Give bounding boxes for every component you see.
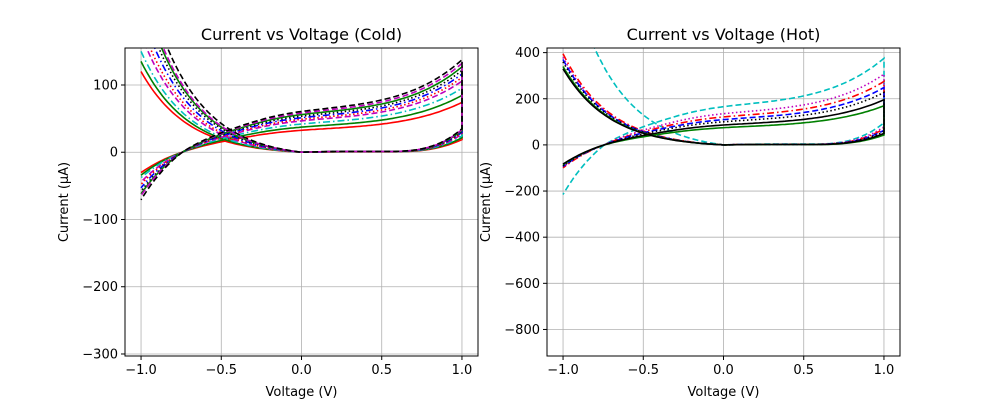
y-tick-label: 0 — [110, 146, 118, 161]
series-line — [140, 51, 463, 179]
y-tick-label: 400 — [515, 46, 540, 61]
chart-title: Current vs Voltage (Cold) — [201, 25, 402, 44]
y-axis-label: Current (µA) — [57, 162, 72, 242]
y-tick-label: 100 — [93, 78, 118, 93]
x-tick-label: −0.5 — [627, 363, 659, 378]
x-tick-label: 0.0 — [713, 363, 734, 378]
y-axis-label: Current (µA) — [479, 162, 494, 242]
x-tick-label: 0.5 — [371, 363, 392, 378]
x-tick-label: −1.0 — [125, 363, 157, 378]
x-tick-label: 1.0 — [874, 363, 895, 378]
chart-hot: Current vs Voltage (Hot) Voltage (V) Cur… — [479, 25, 901, 400]
y-tick-label: −800 — [504, 323, 540, 338]
series-group — [562, 48, 885, 195]
series-line — [562, 68, 885, 165]
series-group — [140, 48, 463, 201]
y-tick-label: −200 — [504, 185, 540, 200]
x-axis-label: Voltage (V) — [266, 385, 338, 400]
series-line — [140, 48, 463, 197]
y-tick-label: 0 — [532, 138, 540, 153]
series-line — [140, 48, 463, 201]
x-axis-label: Voltage (V) — [688, 385, 760, 400]
x-tick-label: 0.0 — [291, 363, 312, 378]
y-tick-label: −600 — [504, 277, 540, 292]
y-tick-label: −400 — [504, 231, 540, 246]
x-tick-label: 0.5 — [793, 363, 814, 378]
chart-cold: Current vs Voltage (Cold) Voltage (V) Cu… — [57, 25, 479, 400]
chart-title: Current vs Voltage (Hot) — [627, 25, 821, 44]
y-tick-label: −200 — [82, 280, 118, 295]
x-tick-label: −1.0 — [547, 363, 579, 378]
y-tick-label: −300 — [82, 347, 118, 362]
y-tick-label: −100 — [82, 213, 118, 228]
x-tick-label: −0.5 — [205, 363, 237, 378]
y-tick-label: 200 — [515, 92, 540, 107]
series-line — [140, 48, 463, 183]
x-tick-label: 1.0 — [452, 363, 473, 378]
